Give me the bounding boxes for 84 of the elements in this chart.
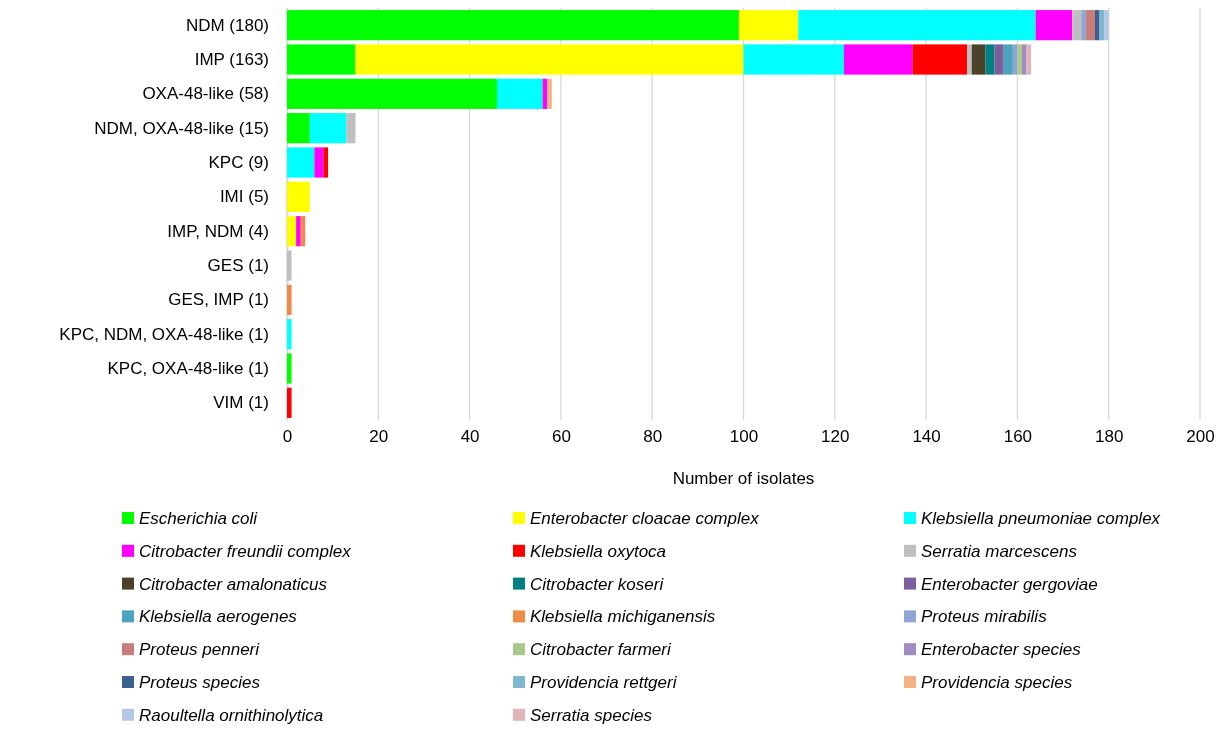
- bar: [287, 353, 292, 384]
- y-tick-label: GES (1): [207, 255, 269, 275]
- x-tick-label: 0: [282, 427, 293, 447]
- bar: [743, 44, 844, 75]
- bar: [287, 216, 297, 247]
- bar: [798, 10, 1036, 41]
- bar: [971, 44, 986, 75]
- y-tick-label: GES, IMP (1): [168, 290, 269, 310]
- bar: [912, 44, 968, 75]
- bar: [1085, 10, 1096, 41]
- bar: [1104, 10, 1109, 41]
- bar: [346, 113, 356, 144]
- bar: [287, 147, 315, 178]
- y-tick-label: IMP, NDM (4): [167, 221, 269, 241]
- legend-label: Enterobacter cloacae complex: [530, 509, 760, 528]
- bar: [496, 78, 543, 109]
- legend-label: Klebsiella oxytoca: [530, 541, 667, 561]
- bar: [296, 216, 301, 247]
- x-axis-title: Number of isolates: [672, 469, 815, 488]
- y-tick-label: NDM, OXA-48-like (15): [94, 118, 269, 138]
- x-tick-label: 120: [821, 427, 850, 447]
- bar: [287, 284, 292, 315]
- y-tick-label: NDM (180): [185, 15, 269, 35]
- legend-label: Klebsiella michiganensis: [530, 607, 716, 627]
- bar: [843, 44, 913, 75]
- bar: [1021, 44, 1027, 75]
- bar: [967, 44, 972, 75]
- bar: [287, 78, 497, 109]
- y-tick-label: IMI (5): [219, 187, 269, 207]
- bar: [994, 44, 1004, 75]
- bar: [287, 319, 292, 350]
- bar: [287, 113, 310, 144]
- bar: [287, 10, 739, 41]
- y-tick-label: KPC, OXA-48-like (1): [107, 358, 269, 378]
- bar: [287, 250, 292, 281]
- bar: [738, 10, 799, 41]
- legend-label: Serratia marcescens: [921, 541, 1078, 561]
- bar: [287, 387, 292, 418]
- y-tick-label: VIM (1): [213, 393, 269, 413]
- x-tick-label: 160: [1003, 427, 1033, 447]
- bar: [1095, 10, 1100, 41]
- bar: [1003, 44, 1013, 75]
- bar: [1017, 44, 1022, 75]
- x-tick-label: 180: [1095, 427, 1124, 447]
- bar: [287, 181, 310, 212]
- y-tick-label: KPC (9): [208, 152, 269, 172]
- bar: [314, 147, 324, 178]
- legend-label: Klebsiella aerogenes: [139, 607, 298, 627]
- legend-label: Providencia species: [921, 673, 1073, 692]
- legend-label: Raoultella ornithinolytica: [139, 705, 324, 725]
- x-tick-label: 140: [912, 427, 941, 447]
- legend-label: Proteus penneri: [139, 640, 261, 660]
- bar: [547, 78, 552, 109]
- y-tick-label: OXA-48-like (58): [142, 84, 269, 104]
- x-tick-label: 100: [729, 427, 759, 447]
- bar: [985, 44, 995, 75]
- legend-label: Citrobacter freundii complex: [139, 541, 352, 561]
- legend-label: Citrobacter farmeri: [530, 640, 672, 660]
- x-tick-label: 40: [460, 427, 480, 447]
- legend-label: Citrobacter koseri: [530, 574, 665, 594]
- bar: [1081, 10, 1086, 41]
- x-tick-label: 80: [643, 427, 663, 447]
- legend-label: Proteus mirabilis: [921, 607, 1048, 627]
- y-tick-label: IMP (163): [194, 49, 269, 69]
- legend-label: Citrobacter amalonaticus: [139, 574, 328, 594]
- legend-label: Klebsiella pneumoniae complex: [921, 509, 1161, 528]
- legend-label: Enterobacter species: [921, 640, 1082, 660]
- legend-label: Serratia species: [530, 705, 653, 725]
- legend-label: Enterobacter gergoviae: [921, 574, 1098, 594]
- y-tick-label: KPC, NDM, OXA-48-like (1): [59, 324, 269, 344]
- bar: [1035, 10, 1073, 41]
- legend-label: Providencia rettgeri: [530, 673, 678, 692]
- x-tick-label: 20: [369, 427, 389, 447]
- bar: [309, 113, 347, 144]
- legend-label: Proteus species: [139, 673, 261, 692]
- bar: [1026, 44, 1032, 75]
- x-tick-label: 200: [1186, 427, 1215, 447]
- bar: [1012, 44, 1018, 75]
- bar: [1072, 10, 1082, 41]
- bar: [287, 44, 356, 75]
- bar: [355, 44, 744, 75]
- bar: [323, 147, 329, 178]
- x-tick-label: 60: [551, 427, 571, 447]
- legend-label: Escherichia coli: [139, 509, 259, 528]
